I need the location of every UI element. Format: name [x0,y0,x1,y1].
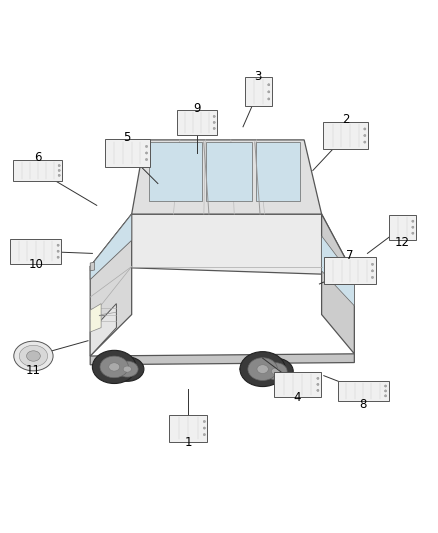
Ellipse shape [58,165,60,167]
Ellipse shape [145,158,148,160]
Ellipse shape [203,427,205,429]
FancyBboxPatch shape [323,122,368,149]
Polygon shape [256,142,300,201]
Ellipse shape [203,433,205,435]
Ellipse shape [317,377,319,379]
Ellipse shape [268,98,270,100]
FancyBboxPatch shape [177,110,217,135]
Ellipse shape [145,146,148,148]
Ellipse shape [92,350,136,384]
Text: 10: 10 [28,259,43,271]
Ellipse shape [257,365,268,374]
Ellipse shape [364,128,366,130]
Text: 4: 4 [294,391,301,405]
Text: 6: 6 [34,151,42,164]
Ellipse shape [57,250,59,252]
Ellipse shape [412,232,414,235]
Ellipse shape [364,134,366,136]
Polygon shape [90,354,354,365]
FancyBboxPatch shape [105,140,150,166]
Polygon shape [90,304,101,332]
Polygon shape [90,214,132,356]
Ellipse shape [268,91,270,93]
Text: 9: 9 [194,102,201,115]
Ellipse shape [203,421,205,423]
Ellipse shape [412,220,414,222]
Ellipse shape [57,244,59,246]
Ellipse shape [123,366,131,372]
Ellipse shape [258,358,293,384]
Ellipse shape [371,270,374,272]
FancyBboxPatch shape [274,372,321,397]
Polygon shape [90,214,132,280]
Ellipse shape [19,345,48,367]
FancyBboxPatch shape [389,215,416,240]
FancyBboxPatch shape [245,77,272,107]
Polygon shape [321,236,354,306]
FancyBboxPatch shape [10,239,61,264]
Ellipse shape [412,226,414,228]
Text: 11: 11 [26,365,41,377]
Ellipse shape [58,169,60,172]
Ellipse shape [385,390,387,392]
Polygon shape [90,214,354,275]
Ellipse shape [371,263,374,265]
Ellipse shape [265,363,287,380]
Ellipse shape [317,389,319,391]
Polygon shape [90,262,95,271]
Ellipse shape [100,356,128,378]
Ellipse shape [109,363,120,371]
Ellipse shape [111,357,144,381]
Polygon shape [206,142,252,201]
Ellipse shape [272,368,280,375]
Ellipse shape [14,341,53,371]
Ellipse shape [117,361,138,377]
Ellipse shape [371,276,374,279]
Text: 2: 2 [342,114,350,126]
Ellipse shape [385,385,387,387]
Polygon shape [149,142,201,201]
Ellipse shape [58,174,60,176]
Ellipse shape [213,122,215,124]
Polygon shape [90,304,117,356]
Ellipse shape [240,352,286,386]
Text: 7: 7 [346,249,354,262]
FancyBboxPatch shape [338,381,389,401]
FancyBboxPatch shape [170,415,208,441]
Ellipse shape [317,383,319,385]
Ellipse shape [57,256,59,259]
Ellipse shape [248,358,277,381]
Ellipse shape [268,84,270,86]
Ellipse shape [27,351,40,361]
Ellipse shape [364,141,366,143]
Ellipse shape [213,115,215,117]
Ellipse shape [145,152,148,154]
FancyBboxPatch shape [325,257,375,285]
Text: 1: 1 [185,437,192,449]
Text: 3: 3 [254,70,262,83]
Text: 5: 5 [124,131,131,144]
Ellipse shape [385,395,387,397]
Ellipse shape [213,127,215,130]
Polygon shape [132,140,321,214]
Polygon shape [321,214,354,354]
Text: 8: 8 [360,398,367,410]
FancyBboxPatch shape [13,160,62,181]
Text: 12: 12 [395,236,410,248]
